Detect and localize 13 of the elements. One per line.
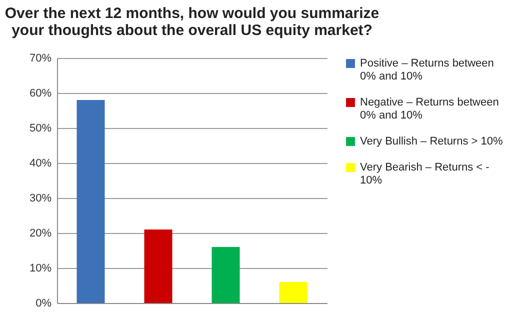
legend-label: Very Bearish – Returns < - 10% — [360, 162, 490, 186]
y-tick-label: 30% — [29, 192, 52, 204]
y-tick-label: 70% — [29, 52, 52, 64]
y-tick-label: 40% — [29, 158, 52, 170]
legend-label: Very Bullish – Returns > 10% — [360, 136, 503, 148]
y-tick-label: 20% — [29, 228, 52, 240]
y-tick-label: 10% — [29, 262, 52, 274]
legend-label: Positive – Returns between 0% and 10% — [360, 58, 494, 82]
chart-title: Over the next 12 months, how would you summarize your thoughts about the overall US equity market? — [4, 5, 380, 39]
y-tick-label: 60% — [29, 88, 52, 100]
y-tick-label: 50% — [29, 122, 52, 134]
legend-label: Negative – Returns between 0% and 10% — [360, 96, 499, 122]
y-tick-label: 0% — [36, 298, 52, 310]
